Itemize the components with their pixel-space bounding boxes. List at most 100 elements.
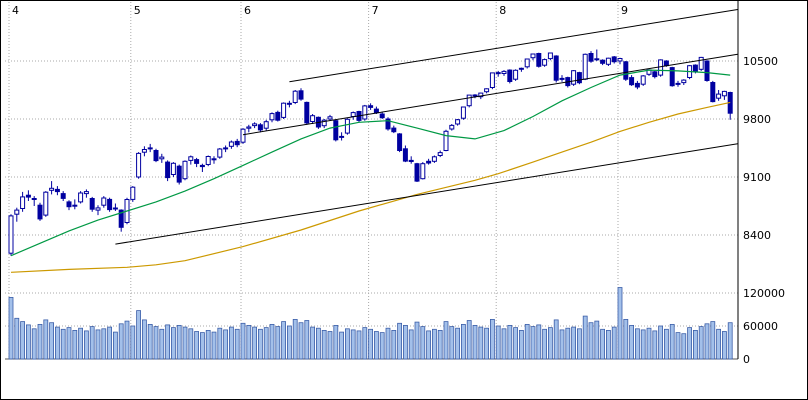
volume-bar	[443, 321, 449, 360]
candle-up	[310, 115, 316, 122]
volume-bar	[646, 327, 652, 360]
candle-up	[350, 112, 356, 117]
volume-bar	[188, 328, 194, 360]
volume-bar	[165, 324, 171, 360]
ma-short-line	[10, 69, 731, 257]
volume-bar	[582, 315, 588, 360]
month-label: 5	[134, 4, 141, 17]
volume-bar	[606, 329, 611, 360]
volume-bar	[217, 327, 223, 360]
candle-down	[25, 194, 31, 198]
volume-bar	[153, 326, 159, 360]
trendline	[242, 53, 738, 136]
candle-up	[83, 191, 89, 195]
volume-bar	[281, 321, 287, 360]
volume-bar	[524, 323, 530, 360]
volume-bar	[704, 323, 710, 360]
candle-down	[426, 160, 432, 164]
volume-bar	[373, 331, 379, 360]
volume-bar	[466, 320, 472, 360]
candle-up	[437, 152, 443, 157]
candle-up	[617, 58, 623, 62]
volume-bar	[617, 287, 623, 360]
candle-up	[431, 156, 437, 162]
candle-up	[449, 124, 455, 130]
volume-bar	[577, 328, 582, 360]
candle-up	[14, 209, 20, 215]
volume-axis-label: 60000	[743, 320, 778, 333]
volume-bar	[658, 325, 663, 360]
candle-down	[669, 67, 675, 87]
volume-bar	[304, 320, 310, 360]
candle-down	[379, 113, 385, 119]
volume-bar	[669, 323, 675, 360]
candle-up	[513, 69, 519, 80]
volume-bar	[455, 327, 461, 360]
candle-up	[716, 93, 722, 99]
candle-up	[43, 191, 49, 216]
trendline	[115, 143, 738, 245]
volume-axis-label: 120000	[743, 287, 785, 300]
candle-up	[170, 162, 176, 176]
volume-bar	[78, 327, 83, 360]
volume-bar	[368, 328, 374, 360]
volume-bar	[263, 327, 269, 360]
candle-down	[373, 108, 379, 114]
volume-bar	[25, 324, 31, 360]
volume-bar	[228, 326, 234, 360]
volume-bar	[548, 327, 553, 360]
candle-up	[159, 156, 165, 160]
volume-bar	[530, 326, 536, 360]
candle-down	[37, 204, 43, 220]
candle-down	[54, 188, 60, 193]
volume-bar	[553, 319, 559, 360]
candle-down	[194, 159, 200, 164]
candle-down	[107, 198, 113, 211]
candle-down	[507, 69, 513, 82]
candle-down	[536, 53, 542, 67]
volume-bar	[49, 322, 54, 360]
candle-down	[692, 64, 698, 73]
volume-bar	[472, 324, 478, 360]
volume-bar	[269, 323, 275, 360]
candle-up	[455, 119, 461, 125]
candle-up	[263, 121, 269, 129]
volume-bar	[252, 326, 258, 360]
volume-bar	[55, 326, 60, 360]
volume-bar	[495, 325, 501, 360]
candle-up	[489, 72, 495, 89]
volume-bar	[698, 326, 704, 360]
candle-down	[663, 60, 669, 67]
candle-up	[594, 58, 600, 61]
volume-bar	[257, 328, 263, 360]
volume-bar	[588, 322, 594, 360]
candle-down	[60, 193, 66, 199]
volume-bar	[559, 329, 565, 360]
candle-up	[518, 67, 524, 70]
volume-bar	[635, 328, 640, 360]
volume-bar	[362, 327, 368, 360]
candle-down	[333, 120, 339, 141]
volume-bar	[420, 326, 426, 360]
month-label: 6	[244, 4, 251, 17]
candle-up	[78, 192, 84, 203]
volume-bar	[43, 319, 49, 360]
candle-up	[640, 75, 646, 85]
candle-up	[20, 196, 26, 209]
candle-down	[72, 204, 78, 207]
candle-up	[460, 106, 466, 119]
candle-down	[275, 111, 281, 121]
volume-bar	[414, 321, 420, 360]
volume-bar	[716, 328, 721, 360]
candle-down	[304, 101, 310, 124]
volume-bar	[286, 325, 292, 360]
candle-up	[524, 58, 530, 68]
volume-bar	[20, 321, 26, 360]
volume-bar	[536, 324, 542, 360]
candle-down	[472, 94, 478, 97]
candle-up	[443, 130, 449, 152]
ma-long-line	[10, 101, 731, 273]
candle-down	[553, 55, 559, 81]
candle-up	[478, 92, 484, 98]
candle-down	[402, 148, 408, 162]
